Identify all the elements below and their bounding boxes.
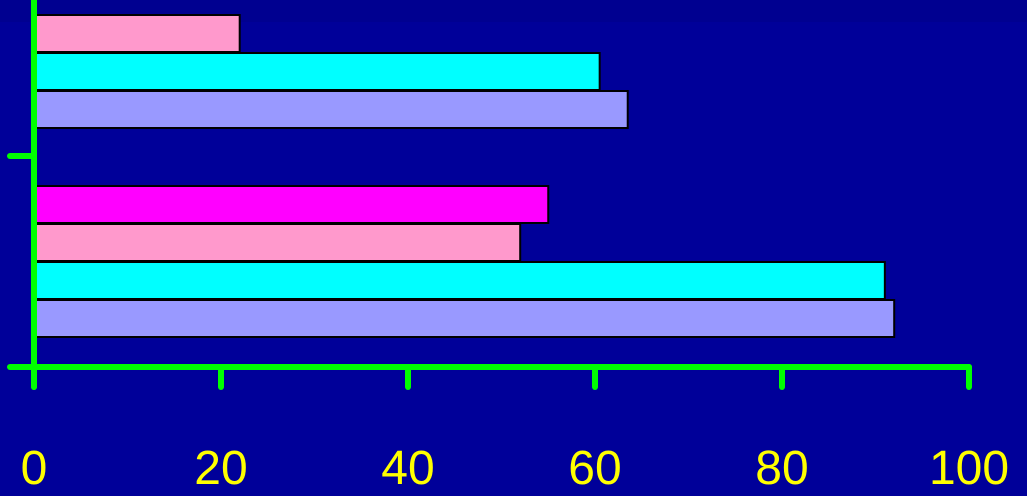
x-tick-label-40: 40 bbox=[381, 442, 434, 495]
bar-group1-bar3 bbox=[34, 90, 629, 129]
bar-group2-bar3 bbox=[34, 261, 886, 300]
x-tick-label-20: 20 bbox=[194, 442, 247, 495]
bar-group2-bar4 bbox=[34, 299, 896, 338]
bar-group2-bar1 bbox=[34, 185, 550, 224]
chart-top-band bbox=[0, 0, 1027, 22]
x-tick-label-60: 60 bbox=[568, 442, 621, 495]
bar-group1-bar2 bbox=[34, 52, 601, 91]
bar-group1-bar1 bbox=[34, 14, 241, 53]
x-tick-label-80: 80 bbox=[755, 442, 808, 495]
x-tick-label-100: 100 bbox=[929, 442, 1009, 495]
x-tick-label-0: 0 bbox=[21, 442, 48, 495]
bar-group2-bar2 bbox=[34, 223, 522, 262]
